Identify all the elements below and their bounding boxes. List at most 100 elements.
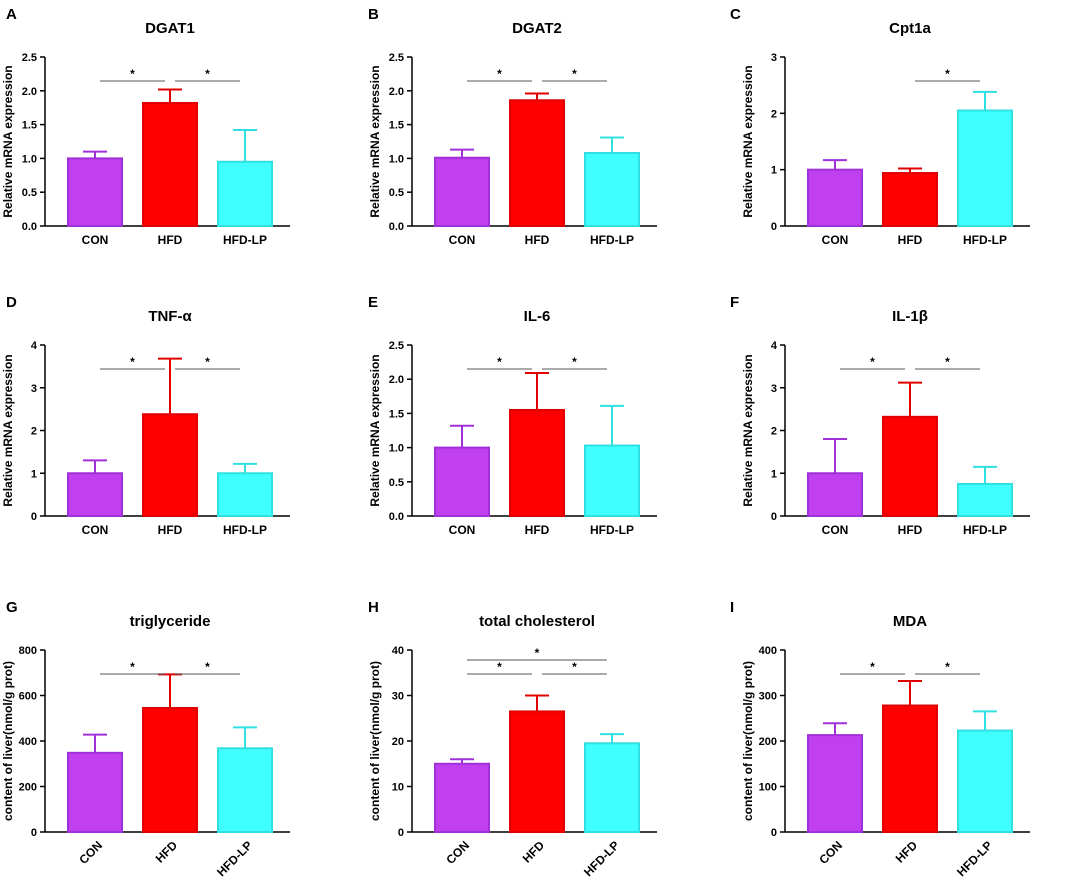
x-tick-label: HFD-LP <box>223 523 267 537</box>
y-axis-label: Relative mRNA expression <box>368 354 382 506</box>
significance-label: * <box>945 660 950 674</box>
x-tick-label: HFD-LP <box>581 838 622 879</box>
x-tick-label: HFD-LP <box>963 523 1007 537</box>
significance-label: * <box>870 660 875 674</box>
y-tick-label: 400 <box>19 736 37 748</box>
significance-label: * <box>945 67 950 81</box>
x-tick-label: HFD <box>525 523 550 537</box>
y-tick-label: 1 <box>771 468 777 480</box>
y-tick-label: 40 <box>392 645 404 657</box>
chart-title: MDA <box>893 613 927 630</box>
bar <box>584 742 640 834</box>
y-tick-label: 400 <box>759 645 777 657</box>
y-axis-label: content of liver(nmol/g prot) <box>368 661 382 821</box>
y-tick-label: 1.0 <box>389 443 404 455</box>
y-tick-label: 2.5 <box>22 52 37 64</box>
y-tick-label: 0 <box>31 511 37 523</box>
chart-title: DGAT2 <box>512 20 562 37</box>
bar <box>584 444 640 518</box>
y-tick-label: 10 <box>392 782 404 794</box>
panel-letter: E <box>368 294 378 311</box>
significance-label: * <box>497 67 502 81</box>
panel-letter: C <box>730 6 741 23</box>
significance-label: * <box>205 355 210 369</box>
x-tick-label: HFD-LP <box>223 233 267 247</box>
y-tick-label: 1.5 <box>389 408 404 420</box>
y-tick-label: 2 <box>771 108 777 120</box>
significance-label: * <box>205 67 210 81</box>
y-tick-label: 3 <box>771 52 777 64</box>
significance-label: * <box>572 660 577 674</box>
significance-label: * <box>497 660 502 674</box>
bar <box>882 172 938 227</box>
y-axis-label: content of liver(nmol/g prot) <box>1 661 15 821</box>
bar <box>67 751 123 834</box>
y-tick-label: 2.5 <box>389 52 404 64</box>
x-tick-label: CON <box>449 523 476 537</box>
panel-letter: H <box>368 599 379 616</box>
significance-label: * <box>870 355 875 369</box>
y-tick-label: 0 <box>31 827 37 839</box>
y-tick-label: 0.5 <box>22 187 37 199</box>
y-axis-label: Relative mRNA expression <box>741 354 755 506</box>
y-tick-label: 20 <box>392 736 404 748</box>
significance-label: * <box>572 355 577 369</box>
x-tick-label: CON <box>443 838 472 867</box>
y-tick-label: 0 <box>771 221 777 233</box>
x-tick-label: HFD-LP <box>590 523 634 537</box>
bar <box>807 734 863 834</box>
bar <box>434 762 490 833</box>
chart-title: triglyceride <box>130 613 211 630</box>
y-axis-label: Relative mRNA expression <box>1 354 15 506</box>
panel-letter: F <box>730 294 739 311</box>
x-tick-label: HFD <box>898 523 923 537</box>
bar <box>807 472 863 517</box>
y-tick-label: 200 <box>19 782 37 794</box>
y-tick-label: 3 <box>771 383 777 395</box>
y-axis-label: Relative mRNA expression <box>741 65 755 217</box>
x-tick-label: HFD-LP <box>963 233 1007 247</box>
x-tick-label: HFD <box>153 838 181 866</box>
x-tick-label: CON <box>816 838 845 867</box>
bar <box>509 710 565 833</box>
significance-label: * <box>130 67 135 81</box>
panel-letter: A <box>6 6 17 23</box>
bar <box>957 109 1013 227</box>
y-tick-label: 2 <box>31 426 37 438</box>
bar <box>509 408 565 518</box>
chart-title: IL-1β <box>892 308 928 325</box>
y-tick-label: 600 <box>19 691 37 703</box>
y-tick-label: 2.0 <box>389 374 404 386</box>
bar <box>67 472 123 517</box>
significance-label: * <box>535 646 540 660</box>
y-tick-label: 800 <box>19 645 37 657</box>
y-axis-label: Relative mRNA expression <box>368 65 382 217</box>
panel-letter: I <box>730 599 734 616</box>
chart-title: Cpt1a <box>889 20 931 37</box>
y-tick-label: 0.0 <box>389 221 404 233</box>
bar <box>434 446 490 518</box>
bar <box>584 151 640 228</box>
significance-label: * <box>130 355 135 369</box>
bar <box>142 101 198 227</box>
bar <box>217 472 273 517</box>
x-tick-label: HFD <box>898 233 923 247</box>
y-tick-label: 0 <box>398 827 404 839</box>
y-tick-label: 0.0 <box>22 221 37 233</box>
x-tick-label: HFD <box>525 233 550 247</box>
y-tick-label: 0 <box>771 511 777 523</box>
bar <box>882 704 938 834</box>
bar <box>882 415 938 518</box>
x-tick-label: HFD-LP <box>954 838 995 879</box>
panel-letter: G <box>6 599 18 616</box>
y-tick-label: 100 <box>759 782 777 794</box>
bar <box>957 482 1013 517</box>
x-tick-label: CON <box>449 233 476 247</box>
y-tick-label: 300 <box>759 691 777 703</box>
y-tick-label: 1.0 <box>22 153 37 165</box>
significance-label: * <box>572 67 577 81</box>
significance-label: * <box>130 660 135 674</box>
x-tick-label: HFD <box>893 838 921 866</box>
x-tick-label: CON <box>82 233 109 247</box>
